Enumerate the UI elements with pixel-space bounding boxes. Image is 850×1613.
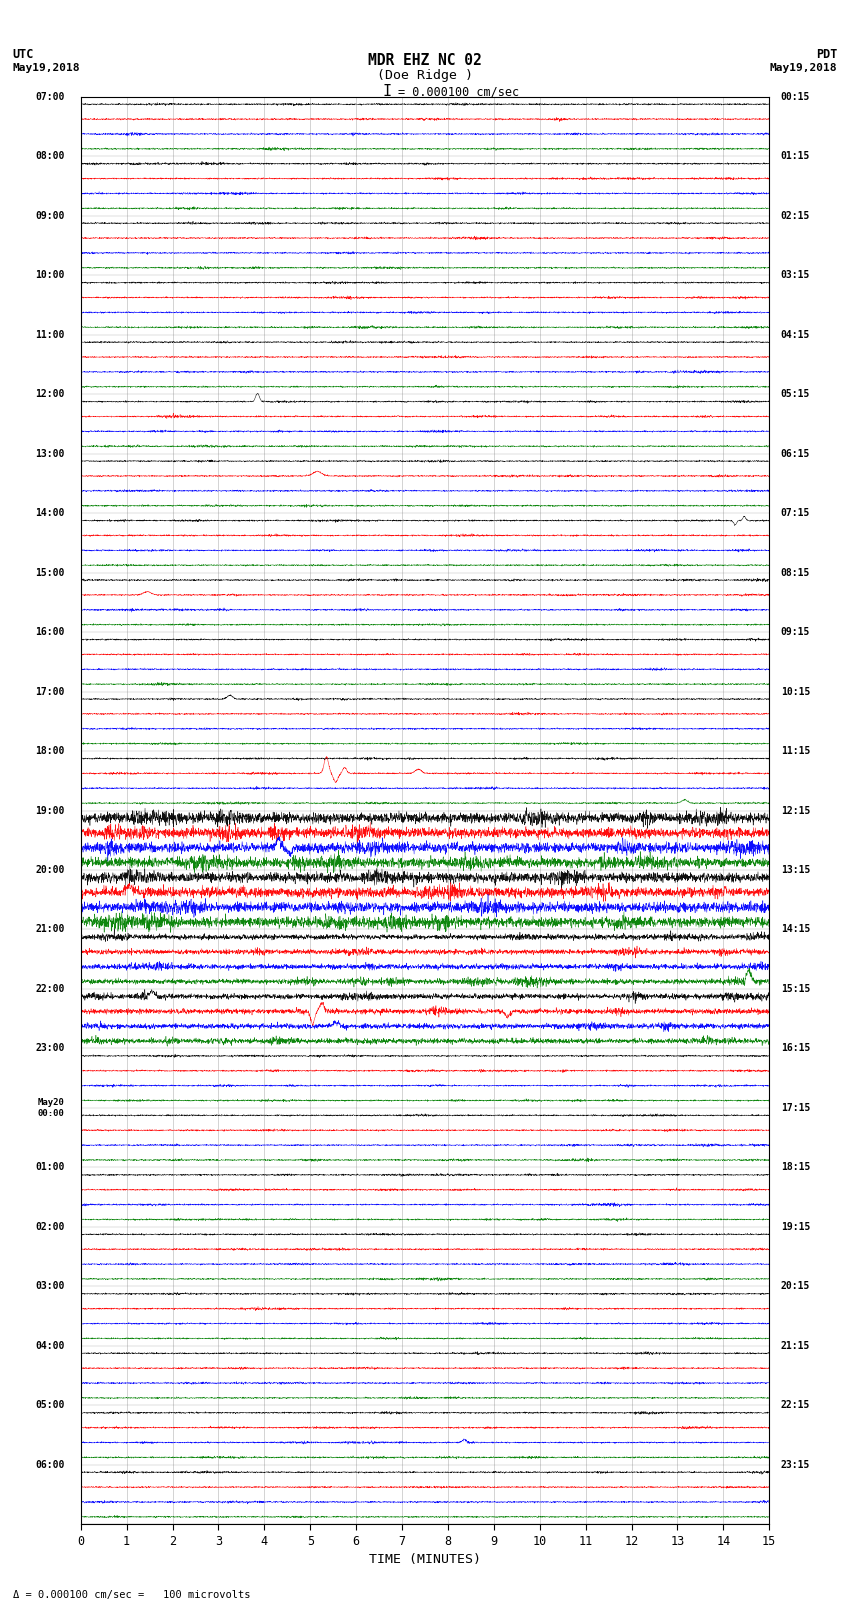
Text: 21:00: 21:00 bbox=[36, 924, 65, 934]
Text: 17:00: 17:00 bbox=[36, 687, 65, 697]
Text: 14:15: 14:15 bbox=[780, 924, 810, 934]
Text: 05:15: 05:15 bbox=[780, 389, 810, 398]
Text: 11:15: 11:15 bbox=[780, 747, 810, 756]
Text: 22:00: 22:00 bbox=[36, 984, 65, 994]
Text: 18:00: 18:00 bbox=[36, 747, 65, 756]
Text: 03:00: 03:00 bbox=[36, 1281, 65, 1292]
Text: 00:15: 00:15 bbox=[780, 92, 810, 102]
Text: 03:15: 03:15 bbox=[780, 271, 810, 281]
Text: 09:15: 09:15 bbox=[780, 627, 810, 637]
Text: 05:00: 05:00 bbox=[36, 1400, 65, 1410]
Text: 20:15: 20:15 bbox=[780, 1281, 810, 1292]
Text: 23:00: 23:00 bbox=[36, 1044, 65, 1053]
Text: 06:00: 06:00 bbox=[36, 1460, 65, 1469]
Text: 01:00: 01:00 bbox=[36, 1163, 65, 1173]
Text: 10:00: 10:00 bbox=[36, 271, 65, 281]
Text: (Doe Ridge ): (Doe Ridge ) bbox=[377, 69, 473, 82]
Text: 16:00: 16:00 bbox=[36, 627, 65, 637]
Text: 15:15: 15:15 bbox=[780, 984, 810, 994]
Text: 10:15: 10:15 bbox=[780, 687, 810, 697]
Text: May20: May20 bbox=[37, 1098, 65, 1107]
Text: 06:15: 06:15 bbox=[780, 448, 810, 458]
Text: 21:15: 21:15 bbox=[780, 1340, 810, 1350]
Text: 02:15: 02:15 bbox=[780, 211, 810, 221]
Text: May19,2018: May19,2018 bbox=[770, 63, 837, 73]
Text: May19,2018: May19,2018 bbox=[13, 63, 80, 73]
Text: 02:00: 02:00 bbox=[36, 1223, 65, 1232]
Text: 09:00: 09:00 bbox=[36, 211, 65, 221]
Text: 04:00: 04:00 bbox=[36, 1340, 65, 1350]
Text: 15:00: 15:00 bbox=[36, 568, 65, 577]
X-axis label: TIME (MINUTES): TIME (MINUTES) bbox=[369, 1553, 481, 1566]
Text: 08:15: 08:15 bbox=[780, 568, 810, 577]
Text: Δ = 0.000100 cm/sec =   100 microvolts: Δ = 0.000100 cm/sec = 100 microvolts bbox=[13, 1590, 250, 1600]
Text: 18:15: 18:15 bbox=[780, 1163, 810, 1173]
Text: I: I bbox=[382, 84, 391, 98]
Text: PDT: PDT bbox=[816, 48, 837, 61]
Text: 23:15: 23:15 bbox=[780, 1460, 810, 1469]
Text: 22:15: 22:15 bbox=[780, 1400, 810, 1410]
Text: 04:15: 04:15 bbox=[780, 329, 810, 340]
Text: UTC: UTC bbox=[13, 48, 34, 61]
Text: 08:00: 08:00 bbox=[36, 152, 65, 161]
Text: 12:00: 12:00 bbox=[36, 389, 65, 398]
Text: 19:00: 19:00 bbox=[36, 805, 65, 816]
Text: 13:00: 13:00 bbox=[36, 448, 65, 458]
Text: 17:15: 17:15 bbox=[780, 1103, 810, 1113]
Text: 16:15: 16:15 bbox=[780, 1044, 810, 1053]
Text: 19:15: 19:15 bbox=[780, 1223, 810, 1232]
Text: 14:00: 14:00 bbox=[36, 508, 65, 518]
Text: 01:15: 01:15 bbox=[780, 152, 810, 161]
Text: 13:15: 13:15 bbox=[780, 865, 810, 874]
Text: 20:00: 20:00 bbox=[36, 865, 65, 874]
Text: 11:00: 11:00 bbox=[36, 329, 65, 340]
Text: 00:00: 00:00 bbox=[37, 1108, 65, 1118]
Text: 07:15: 07:15 bbox=[780, 508, 810, 518]
Text: MDR EHZ NC 02: MDR EHZ NC 02 bbox=[368, 53, 482, 68]
Text: = 0.000100 cm/sec: = 0.000100 cm/sec bbox=[398, 85, 518, 98]
Text: 12:15: 12:15 bbox=[780, 805, 810, 816]
Text: 07:00: 07:00 bbox=[36, 92, 65, 102]
